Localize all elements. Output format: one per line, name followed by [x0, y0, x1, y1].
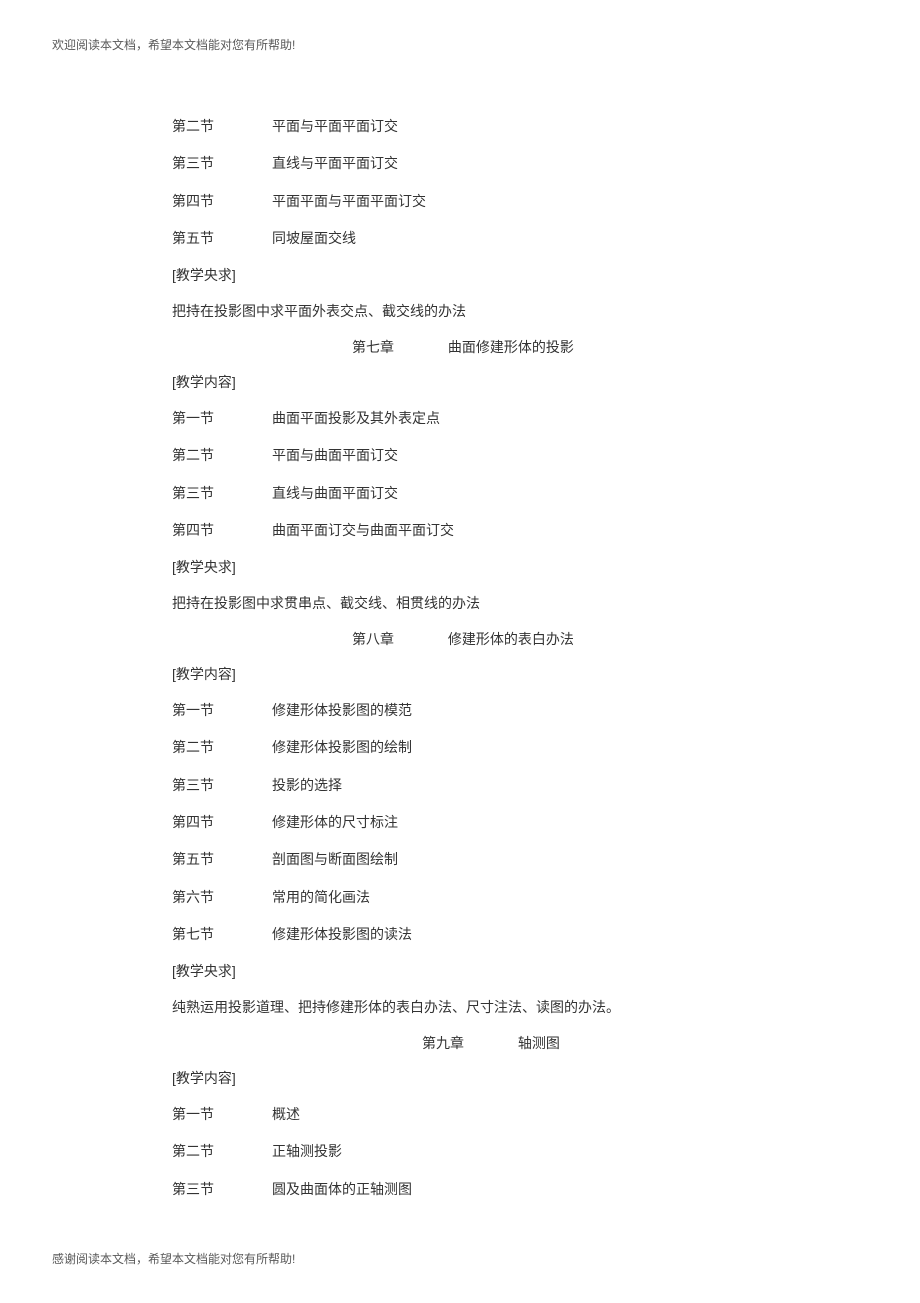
- section-label: 第二节: [172, 1140, 272, 1162]
- section-label: 第四节: [172, 811, 272, 833]
- section-row: 第三节 圆及曲面体的正轴测图: [172, 1178, 772, 1200]
- chapter-name: 曲面修建形体的投影: [448, 339, 574, 355]
- section-row: 第二节 平面与平面平面订交: [172, 115, 772, 137]
- section-row: 第六节 常用的简化画法: [172, 886, 772, 908]
- requirement-text: 把持在投影图中求平面外表交点、截交线的办法: [172, 300, 772, 322]
- section-row: 第一节 修建形体投影图的模范: [172, 699, 772, 721]
- section-row: 第四节 平面平面与平面平面订交: [172, 190, 772, 212]
- section-label: 第六节: [172, 886, 272, 908]
- section-text: 投影的选择: [272, 774, 772, 796]
- section-label: 第二节: [172, 736, 272, 758]
- section-text: 平面平面与平面平面订交: [272, 190, 772, 212]
- requirement-text: 纯熟运用投影道理、把持修建形体的表白办法、尺寸注法、读图的办法。: [172, 996, 772, 1018]
- section-row: 第二节 平面与曲面平面订交: [172, 444, 772, 466]
- header-note: 欢迎阅读本文档，希望本文档能对您有所帮助!: [52, 36, 295, 53]
- section-label: 第四节: [172, 190, 272, 212]
- content-label: [教学内容]: [172, 664, 772, 684]
- section-row: 第五节 剖面图与断面图绘制: [172, 848, 772, 870]
- chapter-title: 第七章 曲面修建形体的投影: [172, 337, 772, 357]
- requirement-label: [教学央求]: [172, 961, 772, 981]
- content-label: [教学内容]: [172, 1068, 772, 1088]
- chapter-number: 第九章: [422, 1035, 464, 1051]
- section-label: 第三节: [172, 774, 272, 796]
- section-text: 修建形体投影图的绘制: [272, 736, 772, 758]
- section-label: 第五节: [172, 227, 272, 249]
- chapter-title: 第九章 轴测图: [172, 1033, 772, 1053]
- section-label: 第三节: [172, 152, 272, 174]
- section-text: 平面与平面平面订交: [272, 115, 772, 137]
- section-text: 同坡屋面交线: [272, 227, 772, 249]
- section-text: 修建形体投影图的读法: [272, 923, 772, 945]
- section-row: 第七节 修建形体投影图的读法: [172, 923, 772, 945]
- requirement-text: 把持在投影图中求贯串点、截交线、相贯线的办法: [172, 592, 772, 614]
- section-text: 剖面图与断面图绘制: [272, 848, 772, 870]
- content-label: [教学内容]: [172, 372, 772, 392]
- requirement-label: [教学央求]: [172, 557, 772, 577]
- section-label: 第五节: [172, 848, 272, 870]
- section-text: 曲面平面订交与曲面平面订交: [272, 519, 772, 541]
- section-row: 第四节 曲面平面订交与曲面平面订交: [172, 519, 772, 541]
- section-label: 第一节: [172, 699, 272, 721]
- section-label: 第七节: [172, 923, 272, 945]
- section-label: 第一节: [172, 407, 272, 429]
- section-row: 第五节 同坡屋面交线: [172, 227, 772, 249]
- section-row: 第一节 概述: [172, 1103, 772, 1125]
- section-text: 修建形体的尺寸标注: [272, 811, 772, 833]
- section-row: 第三节 直线与曲面平面订交: [172, 482, 772, 504]
- chapter-title: 第八章 修建形体的表白办法: [172, 629, 772, 649]
- section-row: 第二节 修建形体投影图的绘制: [172, 736, 772, 758]
- section-text: 曲面平面投影及其外表定点: [272, 407, 772, 429]
- section-text: 直线与平面平面订交: [272, 152, 772, 174]
- section-row: 第四节 修建形体的尺寸标注: [172, 811, 772, 833]
- section-row: 第三节 直线与平面平面订交: [172, 152, 772, 174]
- chapter-name: 轴测图: [518, 1035, 560, 1051]
- section-text: 修建形体投影图的模范: [272, 699, 772, 721]
- section-label: 第三节: [172, 1178, 272, 1200]
- section-text: 平面与曲面平面订交: [272, 444, 772, 466]
- section-label: 第一节: [172, 1103, 272, 1125]
- footer-note: 感谢阅读本文档，希望本文档能对您有所帮助!: [52, 1250, 295, 1267]
- section-text: 概述: [272, 1103, 772, 1125]
- chapter-number: 第七章: [352, 339, 394, 355]
- section-text: 圆及曲面体的正轴测图: [272, 1178, 772, 1200]
- chapter-number: 第八章: [352, 631, 394, 647]
- section-row: 第二节 正轴测投影: [172, 1140, 772, 1162]
- section-text: 常用的简化画法: [272, 886, 772, 908]
- document-content: 第二节 平面与平面平面订交 第三节 直线与平面平面订交 第四节 平面平面与平面平…: [172, 115, 772, 1215]
- section-row: 第一节 曲面平面投影及其外表定点: [172, 407, 772, 429]
- section-label: 第三节: [172, 482, 272, 504]
- section-text: 正轴测投影: [272, 1140, 772, 1162]
- section-label: 第二节: [172, 444, 272, 466]
- requirement-label: [教学央求]: [172, 265, 772, 285]
- section-label: 第二节: [172, 115, 272, 137]
- section-row: 第三节 投影的选择: [172, 774, 772, 796]
- section-text: 直线与曲面平面订交: [272, 482, 772, 504]
- section-label: 第四节: [172, 519, 272, 541]
- chapter-name: 修建形体的表白办法: [448, 631, 574, 647]
